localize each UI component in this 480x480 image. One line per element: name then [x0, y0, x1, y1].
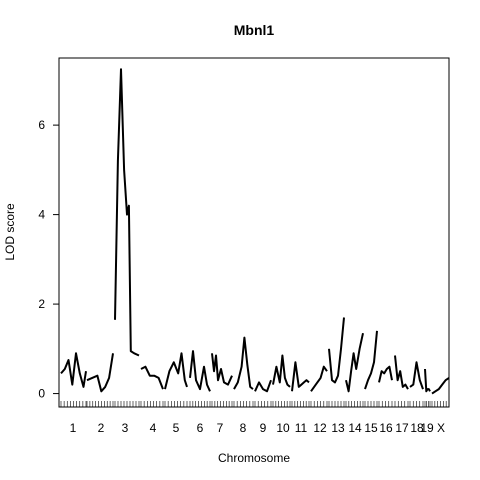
chart-title: Mbnl1	[234, 22, 275, 38]
x-tick-label: 8	[240, 421, 247, 435]
y-tick-label: 4	[38, 208, 45, 222]
lod-curve-chr-12	[310, 365, 328, 392]
lod-curve-chr-X	[431, 377, 450, 395]
x-axis-label: Chromosome	[218, 451, 290, 465]
lod-curve-chr-17	[394, 355, 409, 390]
x-tick-label: 17	[395, 421, 409, 435]
lod-curve-chr-9	[254, 379, 272, 393]
lod-curve-chr-4	[140, 365, 164, 390]
lod-curve-chr-15	[364, 330, 378, 390]
x-tick-label: 12	[313, 421, 327, 435]
x-tick-label: 18	[410, 421, 424, 435]
x-tick-label: X	[437, 421, 445, 435]
lod-curve-chr-13	[328, 317, 345, 384]
lod-curve-chr-7	[211, 353, 233, 386]
x-tick-label: 19	[420, 421, 434, 435]
plot-frame	[58, 57, 450, 408]
x-tick-label: 11	[295, 421, 308, 435]
lod-curve-chr-14	[345, 332, 364, 393]
lod-curve-chr-10	[272, 354, 291, 388]
y-tick-label: 0	[38, 387, 45, 401]
y-axis-label: LOD score	[3, 203, 17, 261]
lod-curve-chr-8	[233, 336, 254, 390]
lod-curve-chr-1	[60, 352, 87, 388]
lod-curve-chr-19	[424, 368, 431, 393]
lod-curve-chr-3	[114, 68, 140, 357]
x-tick-label: 3	[122, 421, 129, 435]
marker-rug	[60, 401, 450, 407]
lod-curve-chr-16	[378, 365, 393, 383]
x-tick-label: 1	[70, 421, 77, 435]
x-tick-label: 10	[276, 421, 290, 435]
x-tick-label: 7	[217, 421, 224, 435]
lod-curve-chr-6	[189, 350, 211, 392]
x-tick-label: 14	[348, 421, 362, 435]
x-tick-label: 2	[98, 421, 105, 435]
x-tick-label: 9	[260, 421, 267, 435]
x-tick-label: 4	[150, 421, 157, 435]
x-tick-label: 16	[379, 421, 393, 435]
lod-curves	[60, 68, 450, 395]
x-tick-label: 6	[197, 421, 204, 435]
lod-curve-chr-11	[291, 361, 310, 392]
y-tick-label: 2	[38, 297, 45, 311]
lod-curve-chr-18	[409, 361, 424, 390]
y-axis: 0 2 4 6	[38, 118, 59, 401]
x-tick-label: 5	[173, 421, 180, 435]
x-tick-label: 15	[364, 421, 378, 435]
lod-curve-chr-2	[86, 353, 114, 393]
y-tick-label: 6	[38, 118, 45, 132]
lod-curve-chr-5	[164, 352, 188, 390]
x-tick-label: 13	[331, 421, 345, 435]
